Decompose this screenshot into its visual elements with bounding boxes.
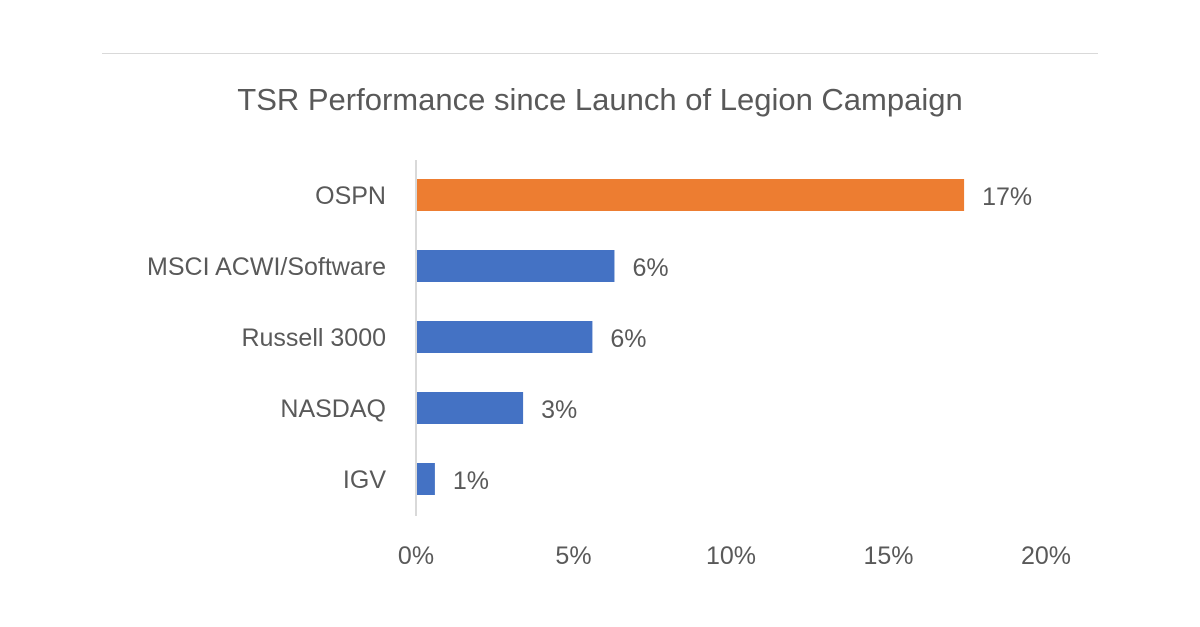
data-label: 17% <box>982 183 1032 211</box>
category-label: Russell 3000 <box>241 324 386 352</box>
category-label: MSCI ACWI/Software <box>147 253 386 281</box>
bar-msci-acwi-software <box>417 250 615 282</box>
data-label: 1% <box>453 467 489 495</box>
bar-russell-3000 <box>417 321 593 353</box>
top-divider <box>102 53 1098 54</box>
category-label: IGV <box>343 466 386 494</box>
x-tick-label: 20% <box>1021 542 1071 570</box>
data-label: 6% <box>610 325 646 353</box>
x-tick-label: 15% <box>863 542 913 570</box>
chart-title: TSR Performance since Launch of Legion C… <box>237 82 963 117</box>
x-tick-label: 5% <box>555 542 591 570</box>
bar-ospn <box>417 179 965 211</box>
x-tick-label: 0% <box>398 542 434 570</box>
bar-igv <box>417 463 435 495</box>
bar-nasdaq <box>417 392 524 424</box>
category-label: OSPN <box>315 182 386 210</box>
data-label: 3% <box>541 396 577 424</box>
data-label: 6% <box>632 254 668 282</box>
x-tick-label: 10% <box>706 542 756 570</box>
category-label: NASDAQ <box>280 395 386 423</box>
